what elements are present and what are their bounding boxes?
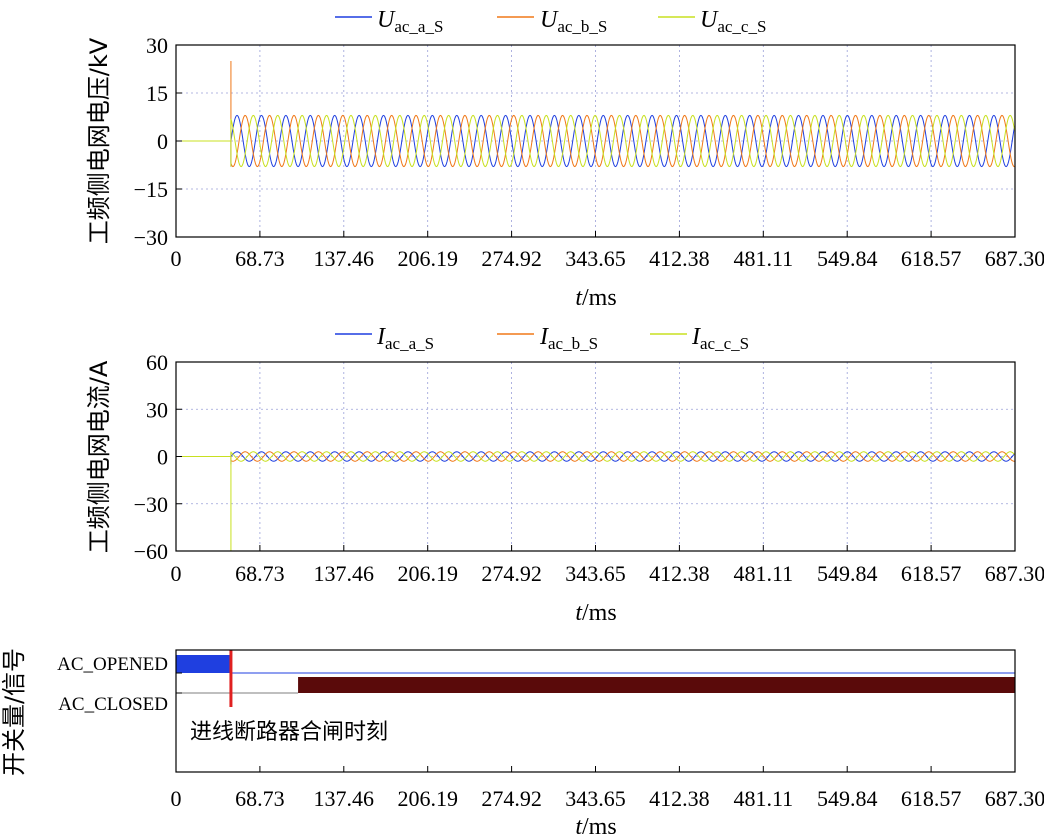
current-legend: Iac_a_S Iac_b_S Iac_c_S: [335, 324, 749, 353]
switch-x-tick-label: 0: [171, 786, 182, 811]
current-y-ticks: 60 30 0 −30 −60: [134, 350, 182, 564]
current-x-tick-label: 687.30: [985, 561, 1044, 586]
current-y-tick-label: −60: [134, 539, 168, 564]
voltage-grid: [176, 45, 1015, 237]
switch-panel: AC_OPENED AC_CLOSED 0 68.73 137.46 206.19 274…: [0, 648, 1044, 838]
voltage-y-tick-label: 30: [146, 33, 168, 58]
opened-state-band: [176, 655, 231, 673]
voltage-series-line-ac-b-s: [176, 61, 1015, 168]
voltage-x-tick-label: 206.19: [397, 246, 458, 271]
switch-x-tick-label: 274.92: [481, 786, 542, 811]
voltage-legend: Uac_a_S Uac_b_S Uac_c_S: [335, 7, 766, 36]
legend-label-i-c: Iac_c_S: [691, 324, 749, 353]
switch-x-axis-label: t/ms: [575, 814, 616, 838]
voltage-y-ticks: 30 15 0 −15 −30: [134, 33, 182, 250]
switch-x-tick-label: 687.30: [985, 786, 1044, 811]
voltage-y-tick-label: 0: [157, 129, 168, 154]
switch-series: [176, 650, 1015, 707]
current-x-tick-label: 206.19: [397, 561, 458, 586]
current-series-line-ac-a-s: [176, 451, 1015, 465]
switch-x-tick-label: 549.84: [817, 786, 878, 811]
legend-label-i-a: Iac_a_S: [376, 324, 434, 353]
switch-x-tick-label: 343.65: [565, 786, 626, 811]
voltage-x-tick-label: 0: [171, 246, 182, 271]
current-grid: [176, 362, 1015, 551]
switch-y-axis-label: 开关量/信号: [0, 648, 28, 776]
voltage-series: [176, 61, 1016, 168]
current-series-line-ac-c-s: [176, 451, 1015, 551]
current-x-tick-label: 549.84: [817, 561, 878, 586]
voltage-y-tick-label: −15: [134, 177, 168, 202]
legend-label-u-a: Uac_a_S: [377, 7, 443, 36]
switch-x-tick-label: 206.19: [397, 786, 458, 811]
voltage-x-tick-label: 618.57: [901, 246, 962, 271]
switch-x-tick-label: 618.57: [901, 786, 962, 811]
current-y-tick-label: 60: [146, 350, 168, 375]
current-x-axis-label: t/ms: [575, 600, 616, 626]
voltage-x-tick-label: 412.38: [649, 246, 710, 271]
voltage-y-axis-label: 工频侧电网电压/kV: [85, 37, 113, 244]
switch-x-tick-label: 412.38: [649, 786, 710, 811]
current-panel: Iac_a_S Iac_b_S Iac_c_S 60 30 0 −30 −60 0 68.…: [85, 324, 1044, 626]
voltage-series-line-ac-c-s: [176, 114, 1016, 168]
switch-plot-frame: [175, 649, 1016, 773]
voltage-x-tick-label: 68.73: [235, 246, 285, 271]
switch-x-tick-label: 481.11: [733, 786, 793, 811]
current-y-tick-label: 0: [157, 445, 168, 470]
switch-y-tick-label: AC_CLOSED: [58, 694, 168, 715]
switch-x-tick-label: 68.73: [235, 786, 285, 811]
voltage-x-tick-label: 549.84: [817, 246, 878, 271]
current-x-tick-label: 481.11: [733, 561, 793, 586]
closed-state-band: [298, 677, 1015, 693]
current-y-tick-label: 30: [146, 397, 168, 422]
switch-x-ticks: 0 68.73 137.46 206.19 274.92 343.65 412.38 481.…: [171, 766, 1044, 811]
voltage-panel: Uac_a_S Uac_b_S Uac_c_S 30 15 0 −15 −30 0 68.…: [85, 7, 1044, 311]
current-y-tick-label: −30: [134, 492, 168, 517]
switch-y-ticks: AC_OPENED AC_CLOSED: [57, 654, 182, 715]
voltage-x-axis-label: t/ms: [575, 285, 616, 311]
voltage-series-line-ac-a-s: [176, 114, 1016, 168]
legend-label-i-b: Iac_b_S: [539, 324, 598, 353]
current-x-tick-label: 343.65: [565, 561, 626, 586]
current-x-tick-label: 412.38: [649, 561, 710, 586]
voltage-y-tick-label: −30: [134, 225, 168, 250]
current-x-tick-label: 0: [171, 561, 182, 586]
current-series: [176, 451, 1015, 551]
voltage-x-ticks: 0 68.73 137.46 206.19 274.92 343.65 412.38 481.…: [171, 231, 1044, 271]
switch-y-tick-label: AC_OPENED: [57, 654, 168, 675]
current-x-tick-label: 274.92: [481, 561, 542, 586]
current-x-tick-label: 137.46: [314, 561, 375, 586]
current-x-tick-label: 68.73: [235, 561, 285, 586]
closing-moment-annotation: 进线断路器合闸时刻: [190, 720, 388, 745]
voltage-x-tick-label: 481.11: [733, 246, 793, 271]
current-y-axis-label: 工频侧电网电流/A: [85, 360, 113, 553]
legend-label-u-c: Uac_c_S: [700, 7, 766, 36]
current-x-ticks: 0 68.73 137.46 206.19 274.92 343.65 412.38 481.…: [171, 545, 1044, 586]
voltage-x-tick-label: 687.30: [985, 246, 1044, 271]
legend-label-u-b: Uac_b_S: [540, 7, 607, 36]
voltage-x-tick-label: 274.92: [481, 246, 542, 271]
voltage-x-tick-label: 343.65: [565, 246, 626, 271]
voltage-y-tick-label: 15: [146, 81, 168, 106]
switch-x-tick-label: 137.46: [314, 786, 375, 811]
current-x-tick-label: 618.57: [901, 561, 962, 586]
voltage-x-tick-label: 137.46: [314, 246, 375, 271]
